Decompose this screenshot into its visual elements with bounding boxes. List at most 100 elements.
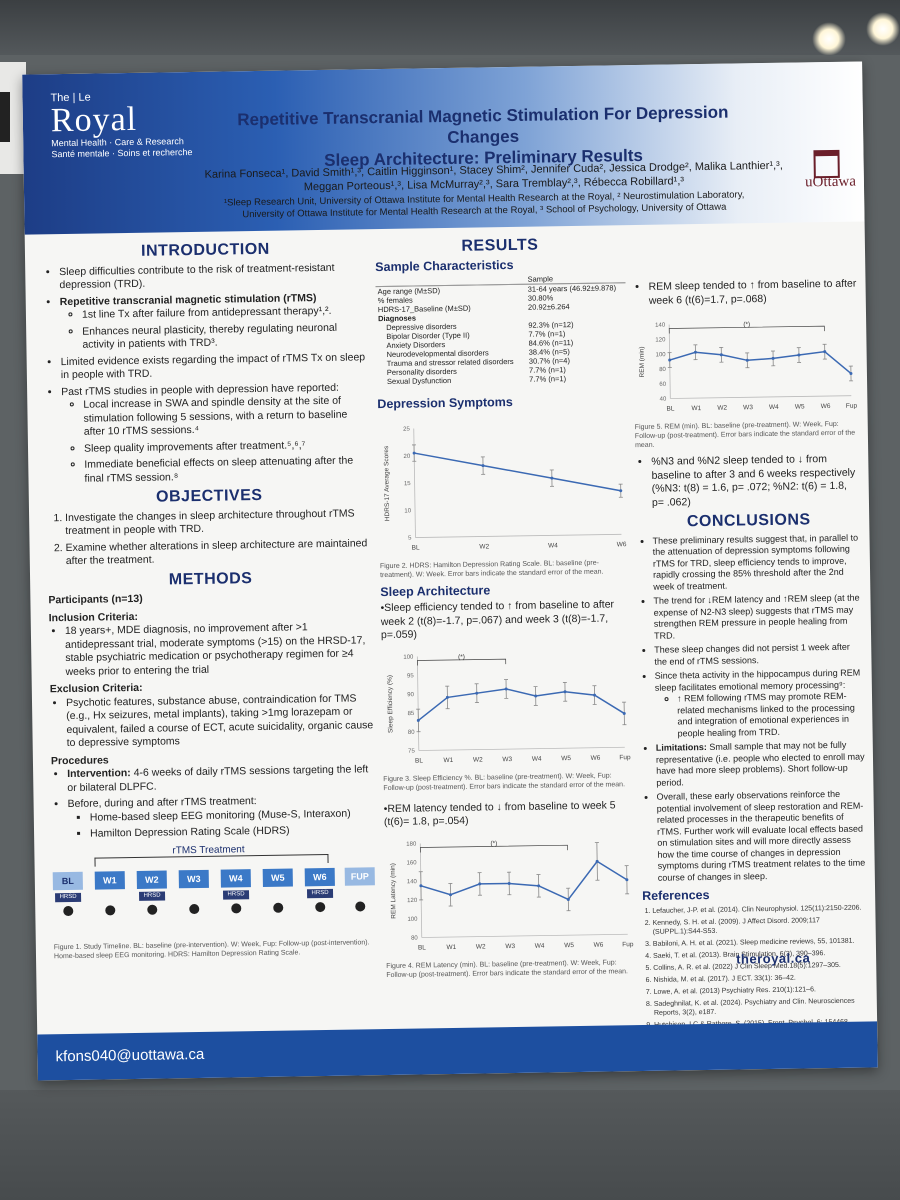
series-line	[420, 859, 628, 900]
data-point	[550, 476, 554, 480]
x-tick-label: W4	[769, 404, 779, 411]
y-tick-label: 75	[408, 748, 415, 754]
reference-item: Lowe, A. et al. (2013) Psychiatry Res. 2…	[654, 984, 869, 996]
study-timeline: rTMS Treatment BL W1 W2 W3 W4 W5 W6 FUP …	[52, 841, 378, 941]
sleep-efficiency-chart: 75 80 85 90 95 100 Sleep Efficiency (%) BL W1 W2 W…	[387, 653, 631, 764]
data-point	[593, 693, 597, 697]
data-point	[719, 353, 723, 357]
y-tick-label: 160	[407, 860, 418, 866]
y-tick-label: 180	[406, 841, 417, 847]
figure-2-caption: Figure 2. HDRS: Hamilton Depression Rati…	[379, 559, 604, 579]
intro-bullet: Past rTMS studies in people with depress…	[61, 381, 372, 486]
inclusion-item: 18 years+, MDE diagnosis, no improvement…	[65, 620, 375, 679]
data-point	[537, 883, 541, 887]
procedure-sub-item: Hamilton Depression Rating Scale (HDRS)	[90, 823, 377, 841]
procedure-sublist: Home-based sleep EEG monitoring (Muse-S,…	[68, 807, 377, 842]
floor-area	[0, 1090, 900, 1200]
timeline-box-w1: W1	[94, 870, 125, 890]
y-tick-label: 100	[407, 916, 418, 922]
column-middle: RESULTS Sample Characteristics Sample Ag…	[375, 231, 637, 985]
data-point	[625, 877, 629, 881]
data-point	[693, 350, 697, 354]
objectives-list: Investigate the changes in sleep archite…	[47, 507, 373, 569]
sample-table: Sample Age range (M±SD) 31-64 years (46.9…	[375, 273, 627, 386]
conclusion-item: The trend for ↓REM latency and ↑REM slee…	[653, 593, 863, 642]
data-point	[849, 371, 853, 375]
y-tick-label: 95	[407, 673, 414, 679]
sleep-eeg-icon	[273, 902, 284, 913]
data-point	[445, 695, 449, 699]
limitations-label: Limitations:	[655, 741, 707, 753]
y-tick-label: 90	[407, 692, 414, 698]
hrsd-tag: HRSD	[55, 892, 82, 902]
x-tick-label: Fup	[622, 941, 634, 948]
data-point	[823, 350, 827, 354]
n3-n2-text: %N3 and %N2 sleep tended to ↓ from basel…	[651, 453, 861, 510]
y-tick-label: 10	[404, 508, 411, 514]
sleep-architecture-title: Sleep Architecture	[380, 582, 491, 599]
y-axis-label: Sleep Efficiency (%)	[387, 674, 395, 732]
sleep-eeg-icon	[315, 901, 326, 912]
significance-bracket	[419, 844, 568, 853]
results-heading: RESULTS	[461, 236, 539, 255]
significance-label: (*)	[743, 321, 750, 328]
reference-item: Babiloni, A. H. et al. (2021). Sleep med…	[653, 936, 868, 948]
x-tick-label: W5	[795, 403, 805, 410]
sleep-eeg-icon	[105, 904, 116, 915]
reference-item: Nishida, M. et al. (2017). J ECT. 33(1):…	[653, 972, 868, 984]
conclusion-item: These preliminary results suggest that, …	[652, 532, 862, 593]
x-axis	[415, 533, 622, 538]
x-tick-label: W2	[473, 756, 483, 763]
logo-name: Royal	[50, 100, 138, 140]
rem-latency-text: •REM latency tended to ↓ from baseline t…	[383, 798, 616, 829]
conclusion-sublist: ↑ REM following rTMS may promote REM-rel…	[655, 691, 865, 740]
y-axis-label: HDRS-17 Average Scores	[383, 444, 391, 520]
data-point	[622, 711, 626, 715]
y-axis-label: REM Latency (min)	[390, 863, 398, 919]
reference-item: Sadeghnilat, K. et al. (2024). Psychiatr…	[654, 996, 869, 1017]
data-point	[475, 691, 479, 695]
x-tick-label: W5	[561, 755, 571, 762]
y-axis	[416, 656, 420, 751]
y-axis-label: REM (min)	[638, 346, 645, 377]
conclusions-list: These preliminary results suggest that, …	[636, 532, 866, 884]
y-tick-label: 20	[403, 453, 410, 459]
conclusion-item: Limitations: Small sample that may not b…	[656, 740, 866, 789]
x-tick-label: Fup	[619, 754, 631, 761]
x-tick-label: W3	[743, 404, 753, 411]
sleep-efficiency-text: •Sleep efficiency tended to ↑ from basel…	[380, 598, 615, 642]
ceiling-light	[866, 12, 900, 46]
hrsd-tag: HRSD	[138, 891, 166, 901]
logo-subtitle-fr: Santé mentale · Soins et recherche	[51, 146, 193, 160]
x-axis	[670, 395, 852, 399]
significance-label: (*)	[490, 840, 497, 847]
data-point	[566, 897, 570, 901]
figure-4-caption: Figure 4. REM Latency (min). BL: baselin…	[386, 958, 628, 979]
series-line	[417, 687, 625, 721]
objective-item: Examine whether alterations in sleep arc…	[65, 537, 372, 569]
y-tick-label: 140	[407, 879, 418, 885]
data-point	[771, 356, 775, 360]
x-tick-label: W2	[479, 543, 489, 550]
data-point	[797, 353, 801, 357]
series-line	[669, 350, 852, 375]
data-point	[481, 463, 485, 467]
data-point	[412, 451, 416, 455]
rem-list: REM sleep tended to ↑ from baseline to a…	[632, 278, 857, 309]
rem-latency-chart: 80 100 120 140 160 180 REM Latency (min) BL W1 W2…	[390, 840, 634, 951]
n3-list: %N3 and %N2 sleep tended to ↓ from basel…	[635, 453, 861, 511]
timeline-bracket	[94, 853, 329, 867]
participants-label: Participants (n=13)	[48, 592, 143, 607]
theroyal-site: theroyal.ca	[736, 950, 811, 967]
y-tick-label: 5	[408, 535, 412, 541]
data-point	[745, 358, 749, 362]
depression-title: Depression Symptoms	[377, 394, 513, 412]
adjacent-poster-edge	[0, 62, 26, 174]
intro-bullet: Limited evidence exists regarding the im…	[61, 351, 370, 383]
intro-sub-bullet: Local increase in SWA and spindle densit…	[83, 394, 371, 439]
column-right: REM sleep tended to ↑ from baseline to a…	[632, 228, 870, 1033]
figure-5-caption: Figure 5. REM (min). BL: baseline (pre-t…	[634, 420, 856, 450]
data-point	[563, 689, 567, 693]
timeline-box-fup: FUP	[344, 866, 375, 886]
x-tick-label: W6	[617, 541, 627, 548]
